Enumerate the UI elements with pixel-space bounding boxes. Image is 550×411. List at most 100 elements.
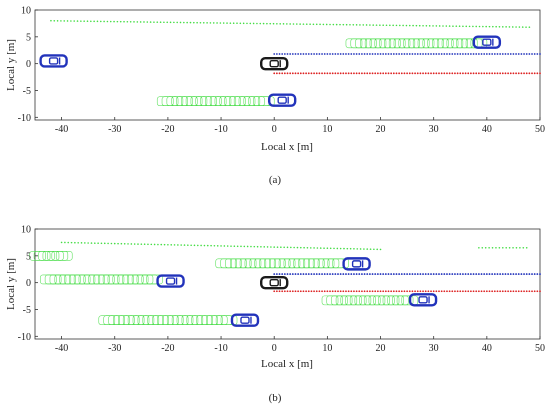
lane-point (286, 290, 289, 293)
detection-point (349, 247, 352, 250)
lane-point (515, 290, 517, 293)
detection-point (353, 248, 355, 250)
lane-point (366, 290, 369, 293)
lane-point (459, 290, 462, 293)
lane-point (422, 290, 424, 293)
detection-point (119, 20, 122, 23)
lane-point (475, 53, 478, 55)
lane-point (512, 273, 515, 275)
lane-point (520, 72, 523, 75)
detection-point (187, 244, 189, 246)
lane-point (392, 53, 395, 55)
lane-point (462, 72, 464, 75)
lane-point (313, 290, 315, 293)
lane-point (448, 72, 451, 75)
detection-point (309, 247, 312, 249)
lane-point (483, 273, 486, 275)
x-axis-label: Local x [m] (261, 141, 313, 153)
detection-point (232, 22, 235, 24)
detection-point (428, 25, 431, 27)
detection-point (286, 246, 289, 249)
lane-point (368, 53, 371, 55)
detection-point (319, 247, 322, 249)
lane-point (281, 72, 284, 75)
y-tick-label: 10 (21, 6, 31, 17)
lane-point (286, 53, 289, 55)
lane-point (501, 72, 504, 75)
detection-point (452, 25, 454, 27)
detection-point (86, 20, 89, 23)
detection-point (498, 25, 501, 28)
detection-point (316, 247, 319, 249)
y-tick-label: 5 (26, 251, 31, 262)
lane-point (469, 53, 472, 55)
lane-point (273, 72, 276, 75)
lane-point (390, 53, 393, 55)
lane-point (337, 273, 339, 275)
detection-point (342, 23, 345, 26)
lane-point (446, 290, 448, 293)
lane-point (515, 273, 517, 275)
y-axis-label: Local y [m] (5, 39, 17, 91)
lane-point (416, 290, 419, 293)
lane-point (440, 273, 443, 275)
detection-point (402, 24, 404, 27)
detection-point (90, 20, 92, 23)
lane-point (493, 273, 496, 275)
lane-point (464, 72, 467, 75)
detection-point (369, 248, 372, 250)
detection-point (412, 24, 414, 27)
detection-point (216, 22, 218, 24)
lane-point (326, 290, 329, 293)
vehicle-body (472, 35, 502, 49)
detection-point (149, 21, 152, 23)
lane-point (456, 290, 459, 293)
detection-point (482, 25, 484, 28)
detection-point (346, 247, 349, 250)
lane-point (451, 290, 454, 293)
lane-point (451, 273, 454, 275)
detection-point (200, 244, 202, 247)
lane-point (539, 72, 541, 75)
lane-point (512, 290, 515, 293)
detection-point (442, 25, 444, 27)
lane-point (525, 72, 528, 75)
lane-point (390, 290, 393, 293)
detection-point (183, 21, 185, 24)
detection-point (253, 245, 256, 248)
vehicle-body (342, 257, 371, 271)
lane-point (297, 53, 300, 55)
lane-point (313, 273, 315, 275)
lane-point (339, 290, 342, 293)
lane-point (496, 72, 499, 75)
lane-point (342, 273, 345, 275)
detection-point (246, 245, 249, 248)
lane-point (294, 290, 297, 293)
lane-point (408, 290, 411, 293)
y-tick-label: -5 (23, 305, 31, 316)
lane-point (371, 273, 374, 275)
lane-point (488, 72, 491, 75)
lane-point (305, 72, 308, 75)
detection-point (515, 246, 518, 249)
detection-point (485, 25, 487, 28)
detection-point (123, 242, 126, 245)
detection-point (266, 246, 269, 248)
detection-point (260, 245, 262, 248)
lane-point (371, 290, 374, 293)
panel-label-b: (b) (269, 392, 282, 404)
lane-point (459, 53, 462, 55)
lane-point (286, 72, 289, 75)
lane-point (366, 53, 369, 55)
track-box (55, 251, 73, 261)
lane-point (443, 53, 446, 55)
lane-point (517, 53, 520, 55)
lane-point (501, 290, 504, 293)
ego-vehicle-cabin (269, 59, 279, 68)
lane-point (342, 290, 345, 293)
y-tick-label: 10 (21, 225, 31, 236)
lane-point (347, 53, 350, 55)
detection-point (113, 242, 116, 245)
detection-point (508, 26, 511, 28)
lane-point (472, 53, 475, 55)
